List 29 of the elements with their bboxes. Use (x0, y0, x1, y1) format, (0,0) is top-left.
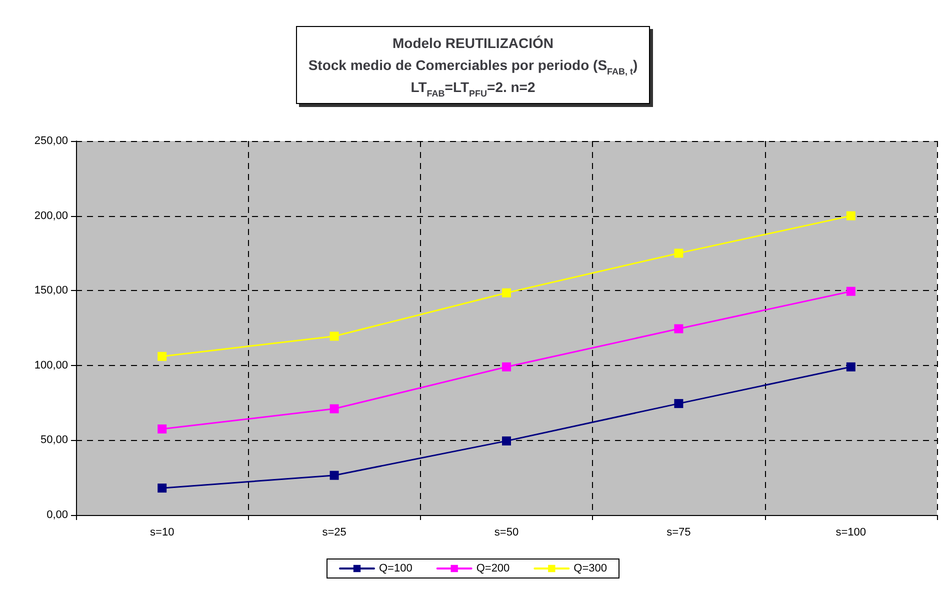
point (330, 332, 339, 341)
legend-label: Q=100 (379, 562, 412, 574)
x-tick-label: s=50 (494, 526, 519, 538)
x-tick-label: s=25 (322, 526, 346, 538)
point (330, 470, 339, 480)
y-tick-label: 0,00 (46, 509, 68, 521)
point (846, 362, 856, 372)
y-tick-label: 200,00 (34, 210, 68, 222)
x-tick-label: s=10 (150, 526, 174, 538)
point (330, 404, 339, 414)
point (674, 248, 684, 258)
legend-label: Q=200 (476, 562, 510, 574)
point (502, 436, 511, 446)
y-tick-label: 150,00 (34, 284, 68, 297)
point (158, 424, 167, 434)
y-tick-label: 250,00 (34, 135, 68, 147)
y-tick-label: 50,00 (40, 434, 68, 446)
x-tick-label: s=100 (836, 526, 866, 538)
point (502, 288, 511, 298)
point (502, 362, 511, 372)
point (846, 286, 856, 296)
point (158, 484, 167, 493)
point (846, 211, 856, 220)
point (674, 399, 684, 408)
y-tick-label: 100,00 (34, 359, 68, 372)
point (158, 352, 167, 361)
x-tick-label: s=75 (666, 526, 691, 538)
point (674, 324, 684, 334)
legend-label: Q=300 (574, 562, 608, 574)
